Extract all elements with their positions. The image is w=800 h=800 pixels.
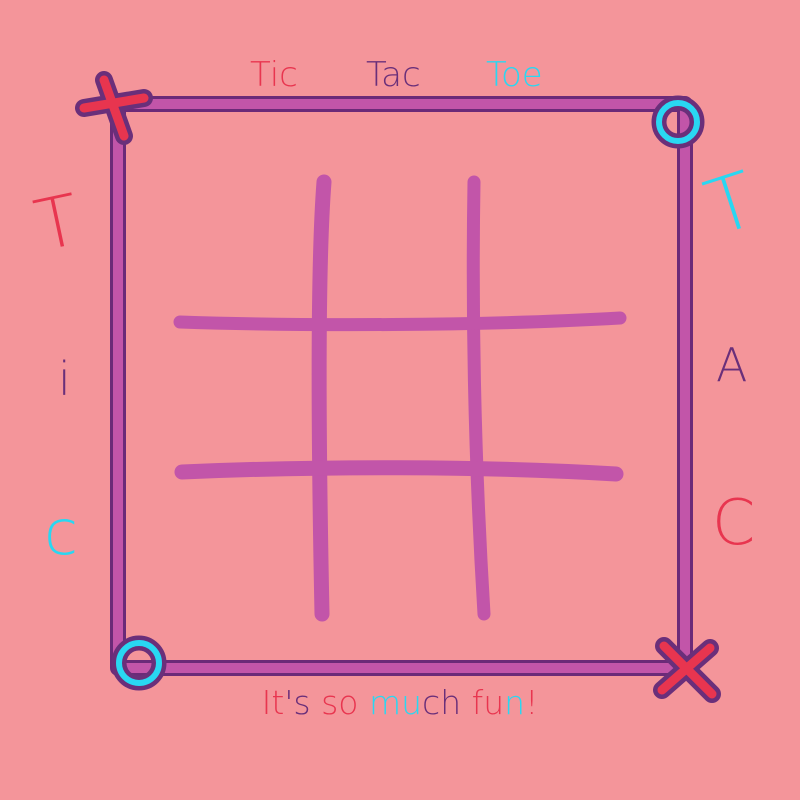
tagline-segment: fu (471, 683, 505, 722)
left-letter-i: i (58, 352, 71, 406)
board-cell-1[interactable] (180, 182, 320, 318)
board-cell-8[interactable] (328, 476, 470, 614)
board-cell-7[interactable] (180, 476, 320, 614)
title: Tic Tac Toe (0, 58, 800, 102)
tagline-segment: ! (525, 683, 539, 722)
tagline-segment: 's (284, 683, 322, 722)
grid-line-horizontal-top (173, 311, 627, 332)
tagline-segment: mu (368, 683, 423, 722)
corner-x-top-left-icon (75, 71, 153, 145)
grid-line-vertical-left (311, 174, 332, 622)
board-frame-fill (113, 99, 690, 673)
tagline-segment: so (321, 683, 369, 722)
tagline-segment: It (261, 683, 285, 722)
grid-line-horizontal-bottom (174, 460, 624, 482)
board-cell-5[interactable] (328, 328, 470, 466)
grid-line-vertical-right (466, 175, 491, 621)
board-cell-9[interactable] (478, 476, 620, 614)
title-word-tac: Tac (366, 55, 421, 95)
board-cells (180, 182, 620, 614)
corner-o-top-right-icon (651, 95, 705, 149)
tagline: It's so much fun! (0, 683, 800, 722)
corner-x-bottom-right-icon (653, 637, 721, 703)
left-letter-c: c (44, 496, 79, 569)
board-cell-6[interactable] (478, 328, 620, 466)
right-letter-c: C (712, 486, 756, 559)
title-word-tic: Tic (250, 55, 298, 95)
tagline-segment: n (504, 683, 526, 722)
title-word-toe: Toe (486, 55, 543, 95)
corner-o-bottom-left-icon (111, 635, 167, 691)
board-cell-3[interactable] (478, 182, 620, 318)
right-letter-a: A (716, 338, 748, 392)
board-cell-2[interactable] (328, 182, 470, 318)
tagline-segment: ch (422, 683, 472, 722)
tic-tac-toe-grid (173, 174, 627, 622)
board-cell-4[interactable] (180, 328, 320, 466)
